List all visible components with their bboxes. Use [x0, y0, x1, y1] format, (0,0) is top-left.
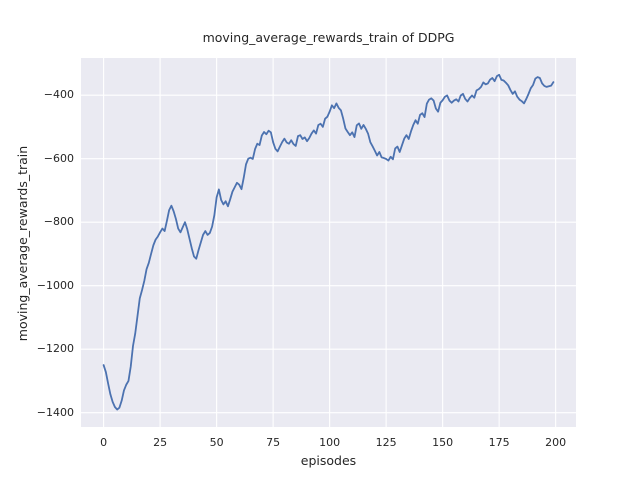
- y-tick-label: −400: [43, 88, 74, 102]
- line-plot-svg: [81, 58, 576, 427]
- x-tick-label: 175: [488, 436, 510, 449]
- y-tick-label: −800: [43, 215, 74, 229]
- plot-area: [81, 58, 576, 427]
- x-tick-label: 200: [545, 436, 567, 449]
- x-tick-label: 0: [100, 436, 108, 449]
- y-tick-label: −1000: [36, 278, 74, 292]
- axes-background: [81, 58, 576, 427]
- ddpg-series-line: [102, 73, 555, 411]
- x-tick-label: 100: [319, 436, 341, 449]
- y-axis-label: moving_average_rewards_train: [15, 145, 30, 342]
- x-tick-label: 25: [153, 436, 168, 449]
- x-tick-label: 150: [432, 436, 454, 449]
- x-tick-label: 75: [266, 436, 281, 449]
- y-tick-label: −1200: [36, 342, 74, 356]
- x-tick-label: 125: [375, 436, 397, 449]
- x-tick-label: 50: [209, 436, 224, 449]
- x-axis-label: episodes: [300, 453, 357, 468]
- y-tick-label: −1400: [36, 405, 74, 419]
- chart-title: moving_average_rewards_train of DDPG: [202, 30, 455, 45]
- y-tick-label: −600: [43, 151, 74, 165]
- gridlines: [81, 58, 576, 427]
